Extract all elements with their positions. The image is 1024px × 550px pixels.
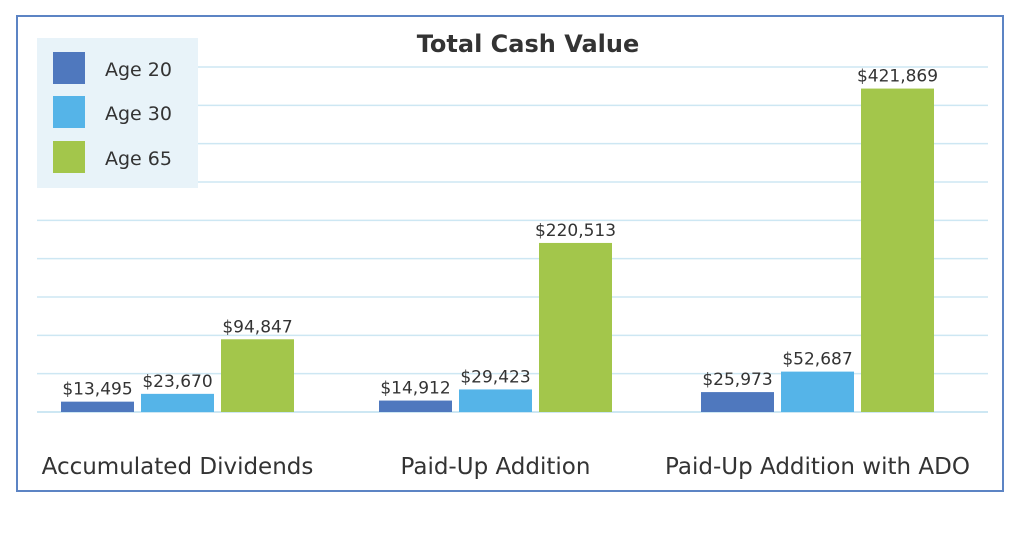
bar-0-0 xyxy=(61,401,134,412)
value-label-2-0: $25,973 xyxy=(702,370,772,390)
bar-0-1 xyxy=(141,393,214,412)
category-label-0: Accumulated Dividends xyxy=(42,454,314,480)
value-label-0-1: $23,670 xyxy=(142,372,212,392)
category-label-1: Paid-Up Addition xyxy=(401,454,591,480)
bar-0-2 xyxy=(221,339,294,412)
legend-swatch-age-65 xyxy=(53,141,85,173)
legend-swatch-age-30 xyxy=(53,96,85,128)
bars xyxy=(61,88,934,412)
value-label-1-2: $220,513 xyxy=(535,221,616,241)
legend-label-age-65: Age 65 xyxy=(105,148,172,170)
value-labels: $13,495 $23,670 $94,847 $14,912 $29,423 $220,… xyxy=(62,67,938,400)
chart-title: Total Cash Value xyxy=(417,30,640,58)
legend-label-age-20: Age 20 xyxy=(105,59,172,81)
bar-2-1 xyxy=(781,371,854,412)
bar-1-1 xyxy=(459,389,532,412)
legend-swatch-age-20 xyxy=(53,52,85,84)
legend-label-age-30: Age 30 xyxy=(105,103,172,125)
category-labels: Accumulated Dividends Paid-Up Addition Pai… xyxy=(42,454,970,480)
value-label-2-1: $52,687 xyxy=(782,350,852,370)
value-label-1-0: $14,912 xyxy=(380,379,450,399)
bar-2-0 xyxy=(701,392,774,412)
category-label-2: Paid-Up Addition with ADO xyxy=(665,454,970,480)
bar-2-2 xyxy=(861,88,934,412)
value-label-0-0: $13,495 xyxy=(62,380,132,400)
value-label-2-2: $421,869 xyxy=(857,67,938,87)
bar-1-2 xyxy=(539,242,612,412)
value-label-1-1: $29,423 xyxy=(460,367,530,387)
value-label-0-2: $94,847 xyxy=(222,317,292,337)
bar-1-0 xyxy=(379,400,452,412)
